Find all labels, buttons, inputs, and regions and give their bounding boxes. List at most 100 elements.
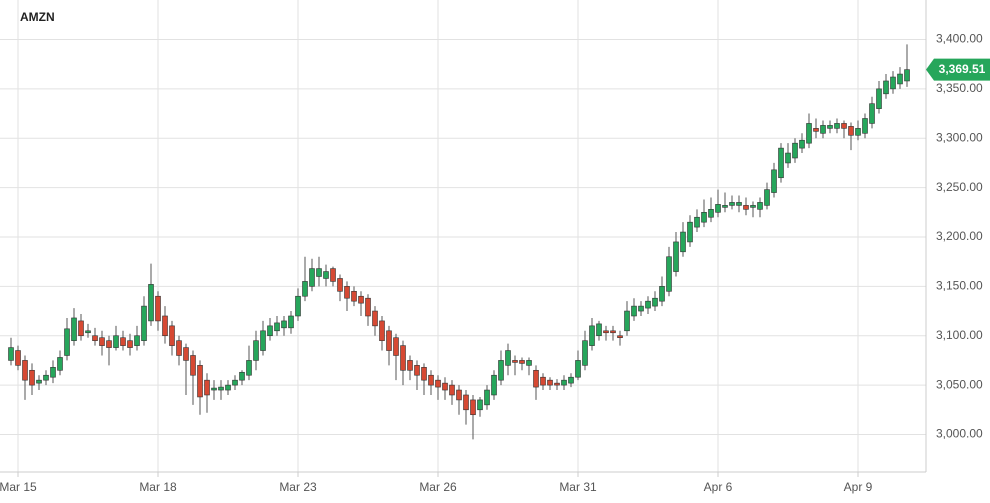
y-tick-label: 3,350.00 — [936, 81, 983, 95]
candle-body — [470, 399, 476, 416]
candle-body — [876, 88, 882, 109]
candle-body — [624, 310, 630, 332]
candle-body — [344, 286, 350, 299]
candle-body — [848, 126, 854, 136]
candle-body — [834, 123, 840, 129]
candle-body — [687, 221, 693, 243]
candle-body — [78, 320, 84, 337]
candle-body — [421, 367, 427, 381]
grid — [0, 0, 926, 472]
y-tick-label: 3,100.00 — [936, 328, 983, 342]
candle-body — [120, 337, 126, 346]
candle-body — [652, 297, 658, 307]
x-tick-label: Mar 18 — [139, 480, 177, 494]
candle-body — [610, 330, 616, 334]
candle-body — [792, 142, 798, 159]
candle-body — [190, 355, 196, 376]
candle-body — [862, 118, 868, 134]
x-tick-label: Mar 26 — [419, 480, 457, 494]
candle-body — [106, 340, 112, 348]
candle-body — [855, 128, 861, 136]
y-tick-label: 3,050.00 — [936, 377, 983, 391]
candle-body — [43, 374, 49, 381]
candle-body — [92, 335, 98, 341]
candle-body — [197, 365, 203, 398]
candle-body — [456, 389, 462, 401]
candle-body — [64, 328, 70, 356]
candle-body — [379, 320, 385, 341]
candle-body — [806, 123, 812, 144]
candle-body — [505, 350, 511, 366]
candle-body — [673, 241, 679, 272]
y-tick-label: 3,200.00 — [936, 229, 983, 243]
candle-body — [232, 379, 238, 386]
candle-body — [526, 360, 532, 366]
candle-body — [141, 305, 147, 341]
y-tick-label: 3,150.00 — [936, 279, 983, 293]
candle-body — [729, 202, 735, 206]
candle-body — [414, 365, 420, 376]
candle-body — [589, 325, 595, 346]
candle-body — [113, 335, 119, 348]
candle-body — [22, 360, 28, 381]
candle-body — [169, 325, 175, 346]
x-tick-label: Mar 31 — [559, 480, 597, 494]
candle-body — [498, 360, 504, 381]
candle-body — [715, 204, 721, 213]
candle-body — [295, 295, 301, 317]
last-price-tag — [926, 58, 990, 81]
candle-body — [701, 212, 707, 223]
x-tick-label: Apr 9 — [844, 480, 873, 494]
candle-body — [323, 271, 329, 279]
candle-body — [659, 286, 665, 302]
candle-body — [85, 330, 91, 334]
candle-body — [428, 374, 434, 386]
candle-body — [547, 379, 553, 386]
candle-body — [260, 330, 266, 351]
y-tick-label: 3,000.00 — [936, 427, 983, 441]
candle-body — [631, 305, 637, 317]
candle-body — [554, 382, 560, 386]
candle-body — [771, 169, 777, 193]
candle-body — [519, 360, 525, 364]
candle-body — [246, 360, 252, 376]
candle-body — [211, 387, 217, 391]
candle-body — [316, 268, 322, 277]
candle-body — [841, 123, 847, 129]
candle-body — [645, 300, 651, 309]
candle-body — [603, 330, 609, 334]
candle-body — [267, 325, 273, 337]
candle-body — [204, 379, 210, 396]
candle-body — [239, 371, 245, 381]
candle-body — [288, 315, 294, 329]
candle-body — [799, 139, 805, 149]
candle-body — [15, 350, 21, 366]
y-tick-label: 3,400.00 — [936, 32, 983, 46]
candle-body — [785, 152, 791, 164]
candle-body — [757, 202, 763, 210]
candle-body — [57, 357, 63, 371]
candle-body — [778, 147, 784, 179]
candle-body — [680, 231, 686, 253]
candle-body — [50, 367, 56, 378]
candle-body — [218, 386, 224, 391]
candle-body — [575, 360, 581, 378]
candle-body — [442, 382, 448, 391]
candle-body — [274, 322, 280, 332]
candle-body — [617, 335, 623, 339]
candle-body — [309, 268, 315, 287]
candle-body — [337, 278, 343, 292]
candle-body — [176, 340, 182, 356]
candle-body — [764, 189, 770, 206]
candle-body — [183, 347, 189, 361]
candle-body — [155, 295, 161, 322]
candle-body — [596, 323, 602, 337]
candles — [8, 44, 910, 440]
candle-body — [484, 389, 490, 406]
candle-body — [134, 335, 140, 346]
candle-body — [694, 216, 700, 228]
candle-body — [435, 379, 441, 388]
candle-body — [869, 103, 875, 124]
candle-body — [351, 290, 357, 302]
chart-title: AMZN — [20, 10, 55, 24]
